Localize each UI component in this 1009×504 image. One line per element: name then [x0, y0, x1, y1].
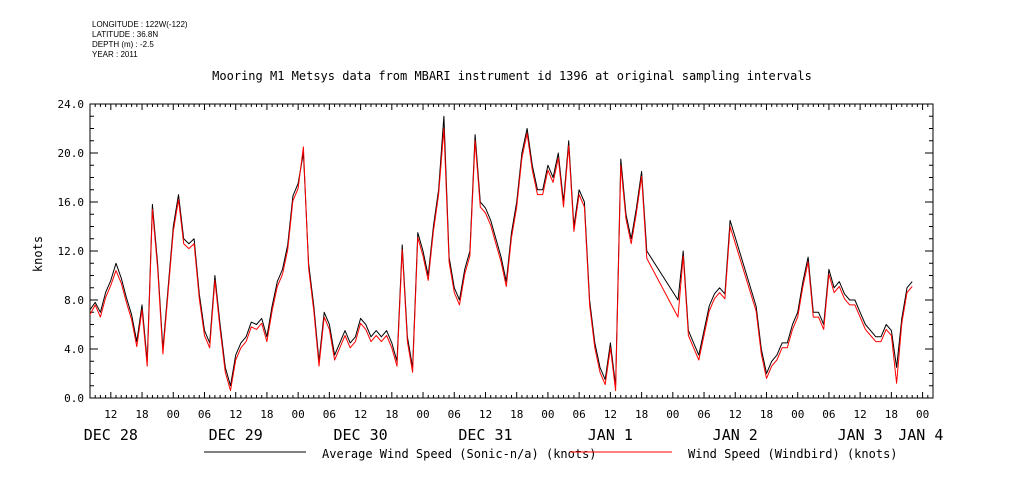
series-line-average-wind — [89, 115, 913, 387]
depth-label: DEPTH (m) : -2.5 — [92, 40, 154, 49]
x-tick-label: 12 — [354, 408, 367, 421]
x-tick-label: 18 — [635, 408, 648, 421]
x-tick-label: 18 — [760, 408, 773, 421]
y-tick-labels: 0.0 4.0 8.0 12.0 16.0 20.0 24.0 — [58, 98, 85, 405]
x-date-label: JAN 2 — [713, 426, 758, 444]
x-tick-label: 00 — [666, 408, 679, 421]
series-line-windbird — [89, 128, 913, 392]
x-tick-label: 12 — [104, 408, 117, 421]
x-tick-label: 18 — [385, 408, 398, 421]
x-tick-label: 18 — [510, 408, 523, 421]
x-date-label: DEC 30 — [333, 426, 387, 444]
x-date-label: DEC 28 — [84, 426, 138, 444]
x-tick-label: 06 — [573, 408, 586, 421]
plot-frame — [89, 103, 934, 399]
x-date-label: JAN 3 — [838, 426, 883, 444]
x-tick-label: 18 — [135, 408, 148, 421]
y-tick-label: 4.0 — [64, 343, 84, 356]
legend-label-windbird: Wind Speed (Windbird) (knots) — [688, 447, 898, 461]
x-tick-label: 06 — [198, 408, 211, 421]
x-date-labels: DEC 28 DEC 29 DEC 30 DEC 31 JAN 1 JAN 2 JAN 3 J… — [84, 426, 944, 444]
x-tick-label: 18 — [260, 408, 273, 421]
x-tick-label: 12 — [604, 408, 617, 421]
legend-label-average-wind: Average Wind Speed (Sonic-n/a) (knots) — [322, 447, 597, 461]
x-date-label: DEC 29 — [209, 426, 263, 444]
metadata-block: LONGITUDE : 122W(-122) LATITUDE : 36.8N … — [92, 20, 188, 60]
x-date-label: JAN 1 — [588, 426, 633, 444]
x-tick-label: 00 — [167, 408, 180, 421]
x-tick-label: 18 — [885, 408, 898, 421]
longitude-label: LONGITUDE : 122W(-122) — [92, 20, 188, 29]
x-tick-label: 00 — [292, 408, 305, 421]
x-tick-labels: 12 18 00 06 12 18 00 06 12 18 00 06 12 18 00 06 12 18 00 06… — [104, 408, 929, 421]
year-label: YEAR : 2011 — [92, 50, 138, 59]
x-tick-label: 00 — [541, 408, 554, 421]
x-tick-label: 12 — [854, 408, 867, 421]
series-layer — [89, 115, 913, 392]
x-tick-label: 00 — [791, 408, 804, 421]
y-tick-label: 16.0 — [58, 196, 85, 209]
x-date-label: JAN 4 — [898, 426, 943, 444]
x-tick-label: 12 — [229, 408, 242, 421]
x-tick-label: 06 — [323, 408, 336, 421]
x-tick-label: 00 — [416, 408, 429, 421]
x-tick-label: 06 — [448, 408, 461, 421]
y-tick-label: 0.0 — [64, 392, 84, 405]
latitude-label: LATITUDE : 36.8N — [92, 30, 159, 39]
x-tick-label: 12 — [729, 408, 742, 421]
x-tick-label: 06 — [822, 408, 835, 421]
x-tick-label: 00 — [916, 408, 929, 421]
chart-title: Mooring M1 Metsys data from MBARI instru… — [212, 69, 812, 83]
y-tick-label: 20.0 — [58, 147, 85, 160]
y-axis-label: knots — [31, 236, 45, 272]
x-tick-label: 06 — [697, 408, 710, 421]
x-tick-label: 12 — [479, 408, 492, 421]
y-tick-label: 12.0 — [58, 245, 85, 258]
ticks-layer — [89, 103, 934, 399]
x-date-label: DEC 31 — [458, 426, 512, 444]
y-tick-label: 8.0 — [64, 294, 84, 307]
y-tick-label: 24.0 — [58, 98, 85, 111]
